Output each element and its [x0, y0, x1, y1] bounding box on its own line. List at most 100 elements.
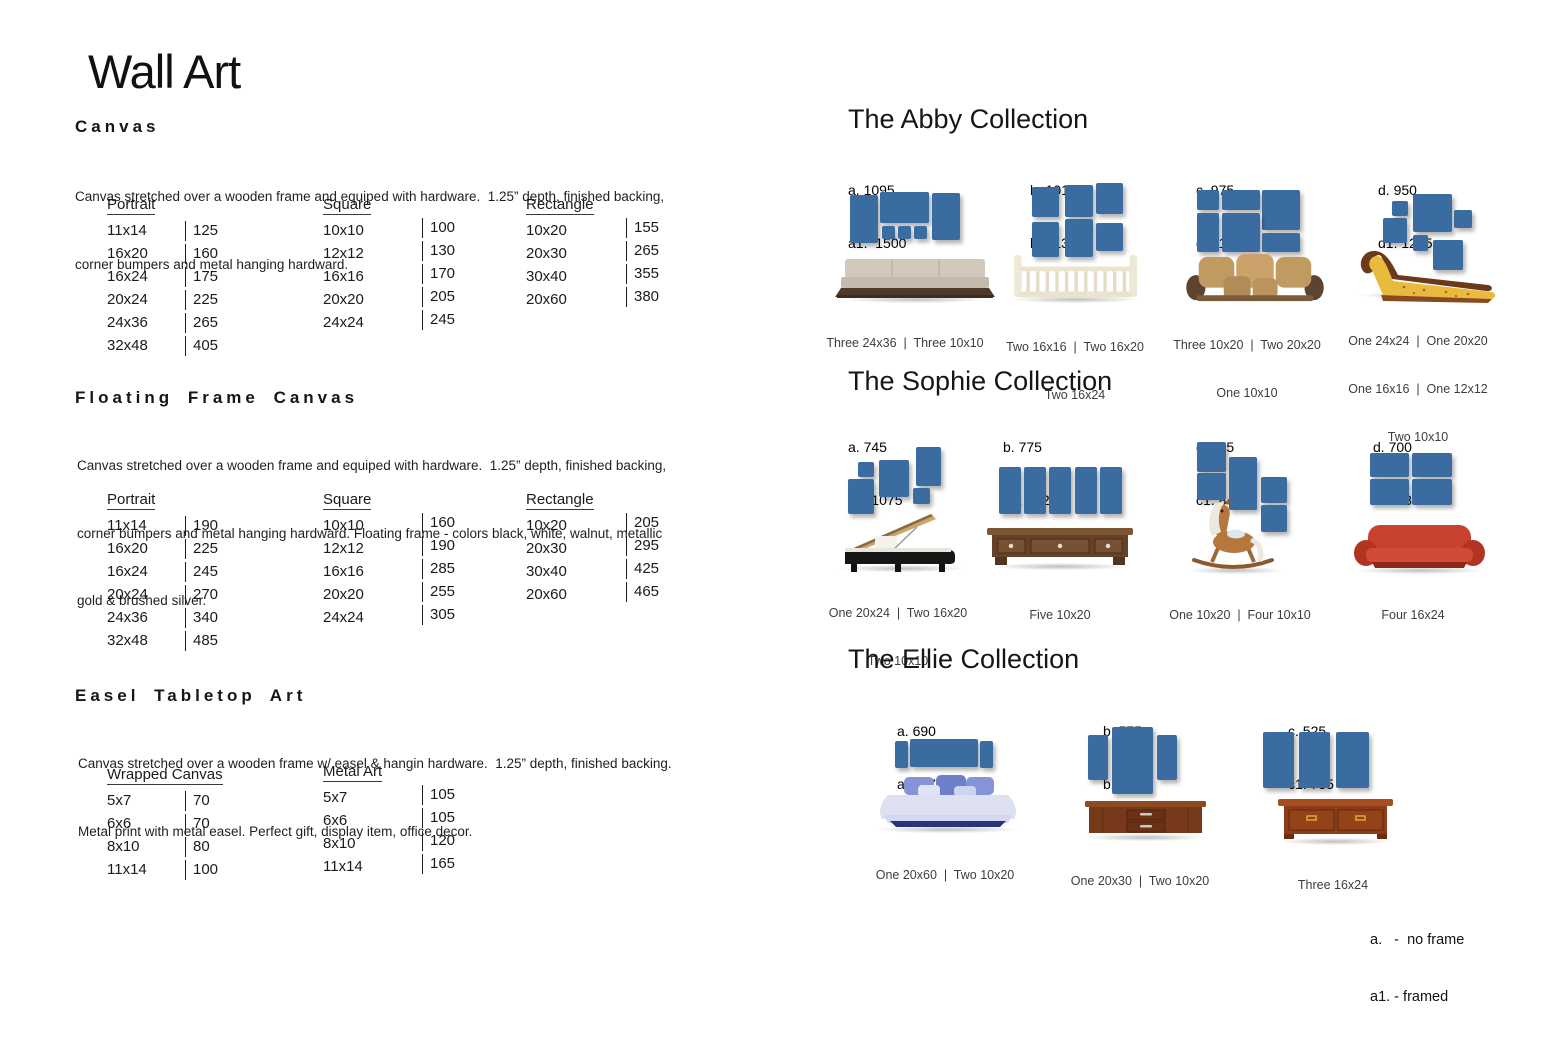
canvas-panel — [1299, 732, 1330, 788]
size-cell: 16x16 — [323, 268, 364, 285]
column-header: Rectangle — [526, 196, 594, 215]
price-cell: 255 — [422, 581, 455, 602]
price-cell: 285 — [422, 558, 455, 579]
size-cell: 20x60 — [526, 291, 567, 308]
wood-console-table-image — [987, 528, 1133, 565]
price-cell: 125 — [185, 220, 218, 241]
canvas-panel — [1032, 222, 1059, 257]
item-caption: Three 16x24 — [1297, 878, 1369, 892]
size-cell: 24x24 — [323, 314, 364, 331]
item-caption: One 20x30 | Two 10x20 — [1070, 874, 1210, 888]
column-header: Portrait — [107, 196, 156, 215]
yellow-chaise-lounge-image — [1360, 251, 1496, 303]
description-line: Canvas stretched over a wooden frame w/ … — [78, 756, 672, 771]
page-title: Wall Art — [88, 45, 241, 98]
column-header: Rectangle — [526, 491, 594, 510]
size-cell: 30x40 — [526, 268, 567, 285]
sophie-item-a: a. 745 a1. 1075 One 20x24 | Two 16x20 Tw… — [827, 400, 1005, 668]
price-row: 20x20 255 — [323, 581, 455, 606]
canvas-panel — [850, 195, 878, 243]
price-no-frame: d. 950 — [1378, 182, 1417, 198]
floating-frame-section-description: Canvas stretched over a wooden frame and… — [77, 410, 666, 658]
size-cell: 6x6 — [107, 815, 132, 832]
canvas-panel — [1222, 213, 1260, 252]
price-cell: 225 — [185, 289, 218, 310]
price-cell: 305 — [422, 604, 455, 625]
canvas-panel — [916, 447, 941, 486]
size-cell: 16x16 — [323, 563, 364, 580]
sophie-collection-title: The Sophie Collection — [848, 366, 1113, 396]
abby-item-a: a. 1095 a1. 1500 Three 24x36 | Three 10x… — [826, 145, 1005, 360]
canvas-panel — [1032, 187, 1059, 217]
column-header: Metal Art — [323, 763, 383, 782]
item-caption: Five 10x20 — [1029, 608, 1091, 622]
canvas-panel — [1024, 467, 1046, 514]
canvas-panel — [1096, 223, 1123, 251]
legend-line-no-frame: a. - no frame — [1370, 932, 1465, 948]
size-cell: 24x36 — [107, 314, 148, 331]
canvas-panel — [1065, 219, 1093, 257]
price-row: 24x36 340 — [107, 606, 218, 629]
description-line: Canvas stretched over a wooden frame and… — [77, 458, 667, 473]
size-cell: 24x36 — [107, 609, 148, 626]
size-cell: 32x48 — [107, 632, 148, 649]
price-row: 5x7 70 — [107, 789, 223, 812]
price-cell: 205 — [626, 512, 659, 533]
sophie-item-b: b. 775 b1. 1025 Five 10x20 — [980, 400, 1140, 622]
price-row: 10x20 205 — [526, 512, 659, 537]
canvas-panel — [848, 479, 874, 514]
price-row: 10x10 100 — [323, 217, 455, 242]
price-cell: 265 — [626, 240, 659, 261]
size-cell: 10x20 — [526, 517, 567, 534]
easel-metal-art-column: Metal Art 5x7 105 6x6 105 8x10 120 11x14 165 — [323, 763, 455, 878]
canvas-panel — [1075, 467, 1097, 514]
price-row: 11x14 100 — [107, 858, 223, 881]
description-line: corner bumpers and metal hanging hardwar… — [77, 525, 663, 541]
price-row: 10x10 160 — [323, 512, 455, 537]
price-row: 8x10 120 — [323, 830, 455, 855]
column-header: Square — [323, 196, 372, 215]
canvas-panel — [1413, 235, 1428, 251]
canvas-panel — [1065, 185, 1093, 217]
canvas-panel — [1454, 210, 1472, 228]
canvas-panel — [1112, 727, 1153, 794]
description-line: gold & brushed silver. — [77, 593, 207, 608]
canvas-panel — [858, 462, 874, 477]
chestnut-console-image — [1278, 799, 1393, 839]
canvas-panel — [1222, 190, 1260, 210]
price-row: 11x14 165 — [323, 853, 455, 878]
canvas-panel — [1262, 233, 1300, 252]
canvas-panel — [1412, 479, 1452, 505]
canvas-section-description: Canvas stretched over a wooden frame and… — [75, 141, 664, 321]
red-sofa-image — [1354, 525, 1485, 568]
size-cell: 20x20 — [323, 291, 364, 308]
rocking-horse-image — [1192, 498, 1274, 569]
sophie-item-d: d. 700 d1. 980 Four 16x24 — [1345, 400, 1500, 622]
canvas-panel — [910, 739, 978, 767]
price-row: 24x24 305 — [323, 604, 455, 629]
item-caption: Four 16x24 — [1381, 608, 1445, 622]
description-line: Canvas stretched over a wooden frame and… — [75, 189, 665, 204]
price-cell: 265 — [185, 312, 218, 333]
canvas-panel — [999, 467, 1021, 514]
item-caption: One 20x24 | Two 16x20 Two 10x10 — [828, 606, 968, 668]
canvas-section-heading: Canvas — [75, 117, 160, 136]
item-caption: One 24x24 | One 20x20 One 16x16 | One 12… — [1348, 334, 1488, 444]
price-row: 32x48 485 — [107, 629, 218, 652]
price-cell: 485 — [185, 630, 218, 651]
grand-piano-image — [845, 514, 955, 572]
column-header: Portrait — [107, 491, 156, 510]
price-row: 32x48 405 — [107, 334, 218, 357]
canvas-panel — [879, 460, 909, 497]
canvas-panel — [1261, 505, 1287, 532]
price-row: 11x14 125 — [107, 219, 218, 242]
size-cell: 20x60 — [526, 586, 567, 603]
price-row: 20x24 225 — [107, 288, 218, 311]
size-cell: 20x24 — [107, 586, 148, 603]
sophie-item-c: c. 555 c1. 845 One 10x20 | Four 10x10 — [1169, 400, 1330, 622]
canvas-panel — [1433, 240, 1463, 270]
price-cell: 100 — [185, 859, 218, 880]
price-row: 8x10 80 — [107, 835, 223, 858]
column-header: Wrapped Canvas — [107, 766, 223, 785]
canvas-panel — [913, 488, 930, 504]
